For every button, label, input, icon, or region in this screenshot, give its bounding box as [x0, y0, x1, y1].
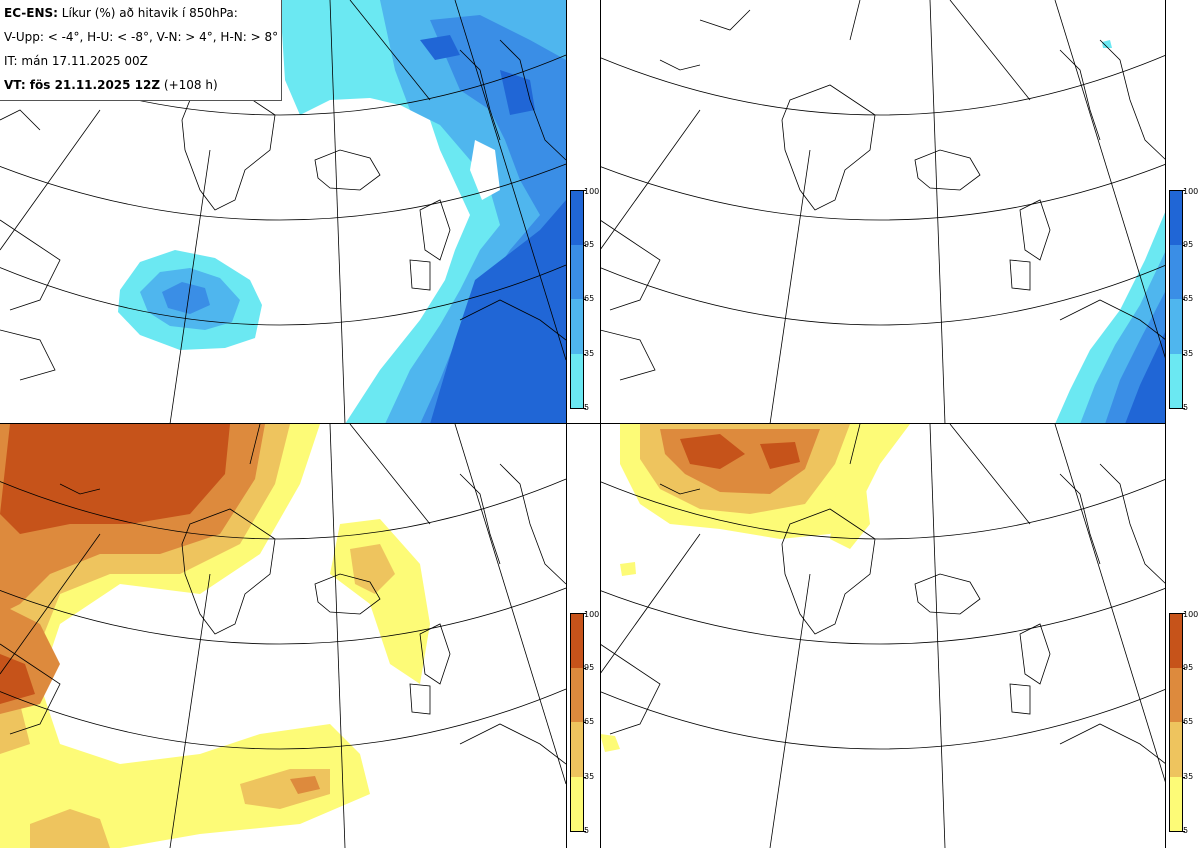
colorbar-tick-mark — [583, 776, 586, 778]
colorbar-frame — [1169, 190, 1183, 409]
probability-map-warm-4 — [0, 424, 566, 848]
colorbar-tick-mark — [1182, 722, 1185, 723]
colorbar-segment — [1169, 667, 1182, 723]
map-panel-top-left: EC-ENS: Líkur (%) að hitavik í 850hPa: V… — [0, 0, 566, 424]
colorbar-segment — [570, 190, 583, 245]
colorbar-segment — [570, 299, 583, 354]
colorbar-tick-mark — [583, 613, 586, 614]
map-panel-bottom-right — [600, 424, 1166, 848]
colorbar-segment — [570, 776, 583, 832]
colorbar-tick-mark — [1182, 190, 1185, 191]
probability-fill — [118, 0, 566, 424]
colorbar-cold-right: 100 95 65 35 5 — [1169, 188, 1198, 412]
colorbar-tick-mark — [1182, 353, 1185, 355]
colorbar-tick-label: 100 — [1183, 610, 1199, 619]
colorbar-segment — [1169, 776, 1182, 832]
colorbar-tick-mark — [583, 190, 586, 191]
colorbar-tick-mark — [1182, 299, 1185, 300]
map-panel-top-right — [600, 0, 1166, 424]
colorbar-segment — [570, 353, 583, 409]
colorbar-tick-mark — [583, 831, 586, 832]
colorbar-tick-label: 5 — [584, 826, 590, 835]
colorbar-segment — [1169, 353, 1182, 409]
legend-box: EC-ENS: Líkur (%) að hitavik í 850hPa: V… — [0, 0, 282, 101]
colorbar-warm-left: 100 95 65 35 5 — [570, 611, 599, 835]
coastlines — [600, 463, 1166, 765]
colorbar-segment — [1169, 190, 1182, 245]
legend-line-title: EC-ENS: Líkur (%) að hitavik í 850hPa: — [4, 5, 281, 29]
colorbar-tick-mark — [583, 667, 586, 669]
coastlines — [0, 463, 566, 765]
legend-valid-rest: (+108 h) — [160, 78, 218, 92]
colorbar-tick-label: 65 — [584, 717, 595, 726]
legend-title-bold: EC-ENS: — [4, 6, 58, 20]
legend-line-thresholds: V-Upp: < -4°, H-U: < -8°, V-N: > 4°, H-N… — [4, 30, 279, 44]
colorbar-segment — [1169, 613, 1182, 668]
panel-divider-horizontal — [0, 423, 1166, 424]
colorbar-tick-label: 100 — [584, 187, 600, 196]
probability-fill — [1055, 40, 1166, 424]
colorbar-frame — [1169, 613, 1183, 832]
probability-fill — [0, 424, 430, 848]
colorbar-cold-left: 100 95 65 35 5 — [570, 188, 599, 412]
colorbar-segment — [570, 244, 583, 300]
graticule — [600, 424, 1166, 848]
colorbar-tick-label: 65 — [1183, 717, 1194, 726]
colorbar-tick-mark — [1182, 408, 1185, 409]
colorbar-tick-mark — [1182, 613, 1185, 614]
legend-line-init-time: IT: mán 17.11.2025 00Z — [4, 54, 148, 68]
colorbar-tick-mark — [1182, 244, 1185, 246]
colorbar-segment — [570, 613, 583, 668]
colorbar-tick-label: 95 — [584, 662, 595, 672]
colorbar-tick-mark — [583, 722, 586, 723]
colorbar-tick-mark — [1182, 776, 1185, 778]
colorbar-tick-label: 95 — [584, 239, 595, 249]
legend-line-valid-time: VT: fös 21.11.2025 12Z (+108 h) — [4, 77, 281, 101]
colorbar-tick-mark — [1182, 831, 1185, 832]
colorbar-tick-mark — [583, 408, 586, 409]
colorbar-tick-label: 100 — [584, 610, 600, 619]
coastlines — [0, 39, 566, 381]
probability-fill — [600, 424, 910, 752]
colorbar-tick-label: 35 — [584, 771, 595, 781]
colorbar-tick-mark — [1182, 667, 1185, 669]
colorbar-segment — [1169, 244, 1182, 300]
colorbar-tick-label: 65 — [584, 294, 595, 303]
coastlines — [600, 9, 1166, 381]
colorbar-tick-mark — [583, 353, 586, 355]
colorbar-tick-label: 5 — [1183, 403, 1189, 412]
graticule — [0, 424, 566, 848]
colorbar-frame — [570, 613, 584, 832]
graticule — [600, 0, 1166, 424]
panel-divider-far-right — [1165, 0, 1166, 848]
colorbar-segment — [570, 722, 583, 777]
panel-divider-right-top — [600, 0, 601, 424]
colorbar-tick-mark — [583, 244, 586, 246]
legend-title-rest: Líkur (%) að hitavik í 850hPa: — [57, 6, 238, 20]
legend-valid-bold: VT: fös 21.11.2025 12Z — [4, 78, 161, 92]
colorbar-tick-label: 95 — [1183, 662, 1194, 672]
colorbar-tick-label: 5 — [1183, 826, 1189, 835]
colorbar-tick-mark — [583, 299, 586, 300]
probability-map-cold-8 — [600, 0, 1166, 424]
map-panel-bottom-left — [0, 424, 566, 848]
colorbar-segment — [1169, 299, 1182, 354]
colorbar-tick-label: 35 — [1183, 348, 1194, 358]
colorbar-segment — [1169, 722, 1182, 777]
colorbar-segment — [570, 667, 583, 723]
colorbar-tick-label: 100 — [1183, 187, 1199, 196]
colorbar-frame — [570, 190, 584, 409]
colorbar-tick-label: 35 — [1183, 771, 1194, 781]
colorbar-warm-right: 100 95 65 35 5 — [1169, 611, 1198, 835]
panel-divider-left — [566, 0, 567, 848]
probability-map-cold-4 — [0, 0, 566, 424]
probability-map-warm-8 — [600, 424, 1166, 848]
colorbar-tick-label: 35 — [584, 348, 595, 358]
colorbar-tick-label: 65 — [1183, 294, 1194, 303]
panel-divider-right-bottom — [600, 424, 601, 848]
colorbar-tick-label: 5 — [584, 403, 590, 412]
colorbar-tick-label: 95 — [1183, 239, 1194, 249]
